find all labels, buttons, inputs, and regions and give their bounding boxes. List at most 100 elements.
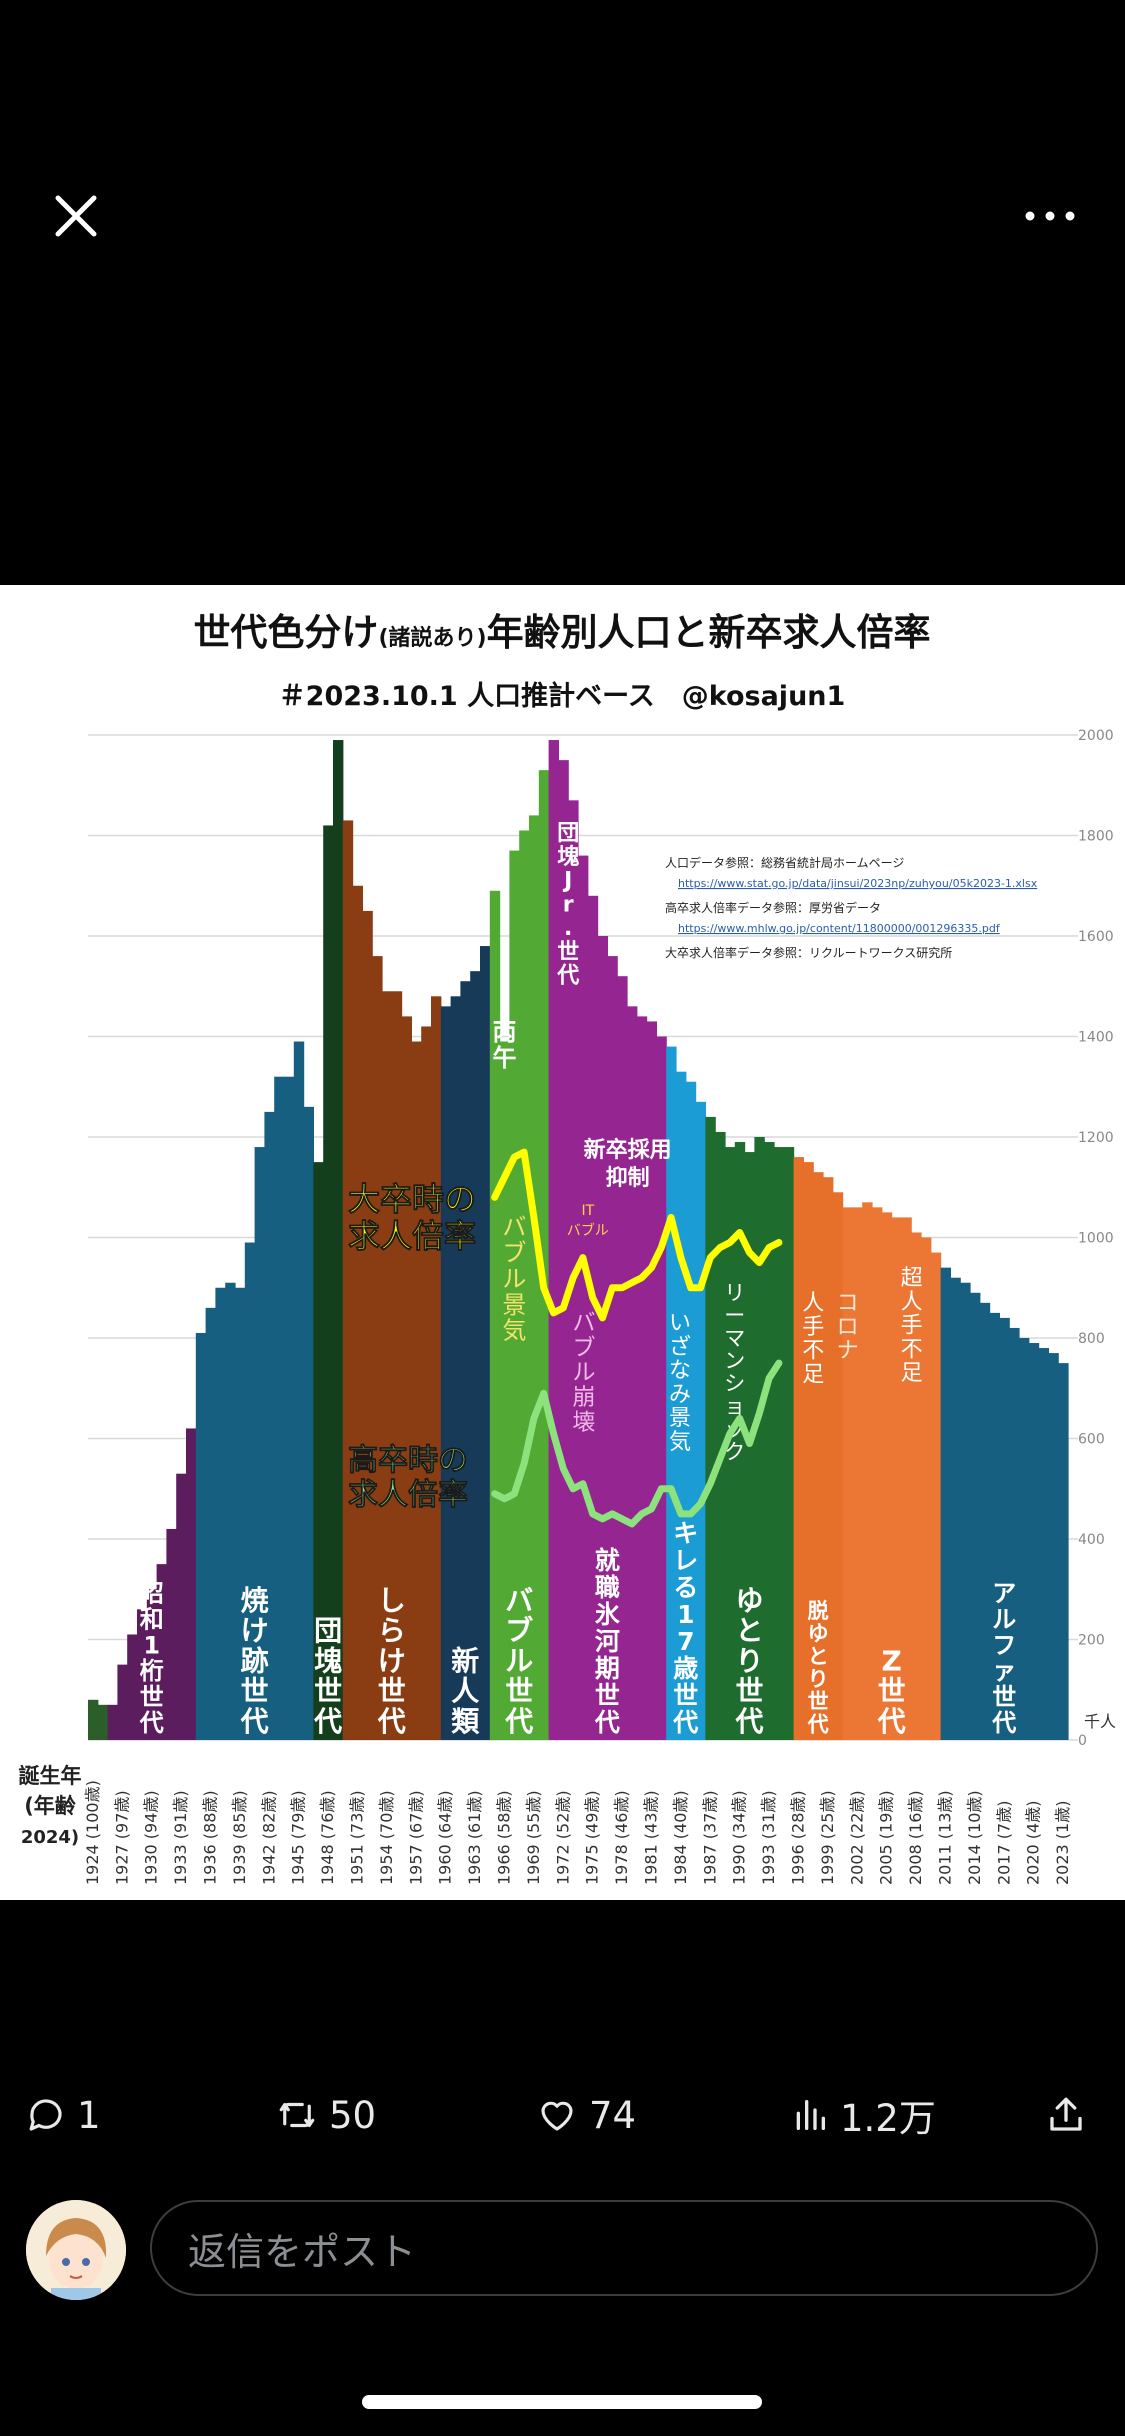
svg-text:ル: ル	[573, 1360, 596, 1386]
svg-text:誕生年: 誕生年	[19, 1764, 82, 1788]
bar-2012	[950, 1277, 961, 1740]
svg-text:代: 代	[313, 1705, 342, 1738]
bar-1927	[117, 1664, 128, 1740]
bar-1984	[676, 1071, 687, 1740]
svg-text:人: 人	[451, 1675, 479, 1708]
bar-1928	[127, 1634, 138, 1740]
svg-text:リ: リ	[724, 1281, 745, 1305]
views-icon	[796, 2100, 825, 2130]
x-tick-label: 1978 (46歳)	[612, 1790, 631, 1885]
svg-text:マ: マ	[724, 1326, 745, 1350]
svg-text:ブ: ブ	[502, 1239, 526, 1267]
label-kousotsu-1: 高卒時の	[348, 1443, 468, 1478]
y-tick-label: 1400	[1078, 1030, 1114, 1046]
bar-1931	[156, 1564, 167, 1740]
reply-button[interactable]: 1	[25, 2080, 101, 2150]
views-button[interactable]: 1.2万	[790, 2080, 936, 2150]
bar-1940	[244, 1242, 256, 1740]
bar-1944	[284, 1076, 295, 1740]
svg-text:和: 和	[140, 1605, 164, 1633]
svg-text:代: 代	[807, 1712, 829, 1736]
svg-text:r: r	[563, 892, 574, 917]
bar-1925	[97, 1704, 109, 1740]
university-ratio-line	[491, 1148, 783, 1322]
bar-1983	[666, 1046, 677, 1740]
avatar-illustration	[26, 2200, 126, 2300]
x-tick-label: 1969 (55歳)	[524, 1790, 543, 1885]
bar-1960	[440, 1006, 452, 1740]
bar-1967	[509, 850, 520, 1740]
x-tick-label: 1948 (76歳)	[318, 1790, 337, 1885]
reply-input[interactable]: 返信をポスト	[150, 2200, 1098, 2296]
source-line-1: 人口データ参照：総務省統計局ホームページ	[665, 855, 904, 870]
like-button[interactable]: 74	[535, 2080, 636, 2150]
y-tick-labels: 0 200 400 600 800 1000 1200 1400 1600 1800 2000	[1078, 728, 1114, 1749]
svg-text:り: り	[735, 1644, 763, 1677]
close-icon[interactable]	[50, 190, 102, 242]
bar-2010	[930, 1252, 942, 1740]
svg-text:み: み	[669, 1382, 691, 1407]
svg-text:け: け	[378, 1644, 406, 1677]
svg-text:不: 不	[802, 1339, 824, 1364]
bar-1957	[411, 1041, 422, 1740]
x-tick-label: 2023 (1歳)	[1053, 1801, 1072, 1885]
bar-2009	[921, 1237, 932, 1740]
bar-2023	[1058, 1363, 1069, 1740]
svg-text:世: 世	[378, 1675, 406, 1708]
svg-text:ル: ル	[505, 1644, 533, 1677]
y-tick-label: 200	[1078, 1633, 1105, 1649]
y-tick-label: 2000	[1078, 728, 1114, 744]
bar-1992	[754, 1137, 765, 1740]
svg-text:バ: バ	[573, 1310, 596, 1336]
svg-text:就: 就	[595, 1546, 620, 1575]
bar-1945	[293, 1041, 305, 1740]
svg-text:気: 気	[669, 1430, 691, 1455]
x-tick-label: 1942 (82歳)	[259, 1790, 278, 1885]
bar-2008	[911, 1232, 922, 1740]
bar-1986	[695, 1101, 706, 1740]
svg-text:午: 午	[493, 1044, 517, 1072]
birth-year-label: 誕生年 (年齢 2024)	[19, 1764, 82, 1848]
bar-1972	[558, 760, 569, 1740]
bar-1926	[107, 1704, 118, 1740]
home-indicator[interactable]	[362, 2395, 762, 2409]
svg-text:ク: ク	[724, 1440, 745, 1464]
svg-text:世: 世	[140, 1683, 164, 1711]
chart-image[interactable]: 0 200 400 600 800 1000 1200 1400 1600 1800 2000 19…	[0, 585, 1125, 1900]
svg-text:世: 世	[557, 940, 579, 965]
bar-2016	[989, 1312, 1000, 1740]
avatar[interactable]	[26, 2200, 126, 2300]
x-tick-label: 1924 (100歳)	[83, 1780, 102, 1885]
reply-bar: 返信をポスト	[0, 2190, 1125, 2300]
svg-text:類: 類	[451, 1705, 480, 1738]
x-tick-label: 1966 (58歳)	[495, 1790, 514, 1885]
svg-text:歳: 歳	[673, 1654, 698, 1683]
ratio-lines	[491, 1148, 783, 1528]
svg-text:超: 超	[901, 1266, 923, 1291]
bar-2015	[979, 1302, 991, 1740]
bar-1997	[803, 1162, 814, 1740]
bar-1970	[538, 770, 550, 1740]
source-line-5: 大卒求人倍率データ参照：リクルートワークス研究所	[665, 945, 952, 960]
svg-text:J: J	[562, 869, 572, 894]
svg-text:代: 代	[991, 1709, 1016, 1737]
sources-block: 人口データ参照：総務省統計局ホームページ https://www.stat.go…	[665, 855, 1038, 960]
y-unit-label: 千人	[1084, 1712, 1116, 1731]
more-icon[interactable]	[1020, 198, 1080, 234]
svg-text:代: 代	[734, 1705, 763, 1738]
y-tick-label: 1000	[1078, 1231, 1114, 1247]
bar-1968	[519, 830, 530, 1740]
bar-1932	[166, 1528, 177, 1740]
x-tick-label: 1984 (40歳)	[671, 1790, 690, 1885]
share-button[interactable]	[1045, 2080, 1087, 2150]
svg-text:ざ: ざ	[669, 1334, 691, 1360]
svg-text:ル: ル	[992, 1605, 1016, 1633]
repost-button[interactable]: 50	[275, 2080, 376, 2150]
repost-icon	[279, 2102, 315, 2128]
svg-text:崩: 崩	[573, 1385, 596, 1411]
